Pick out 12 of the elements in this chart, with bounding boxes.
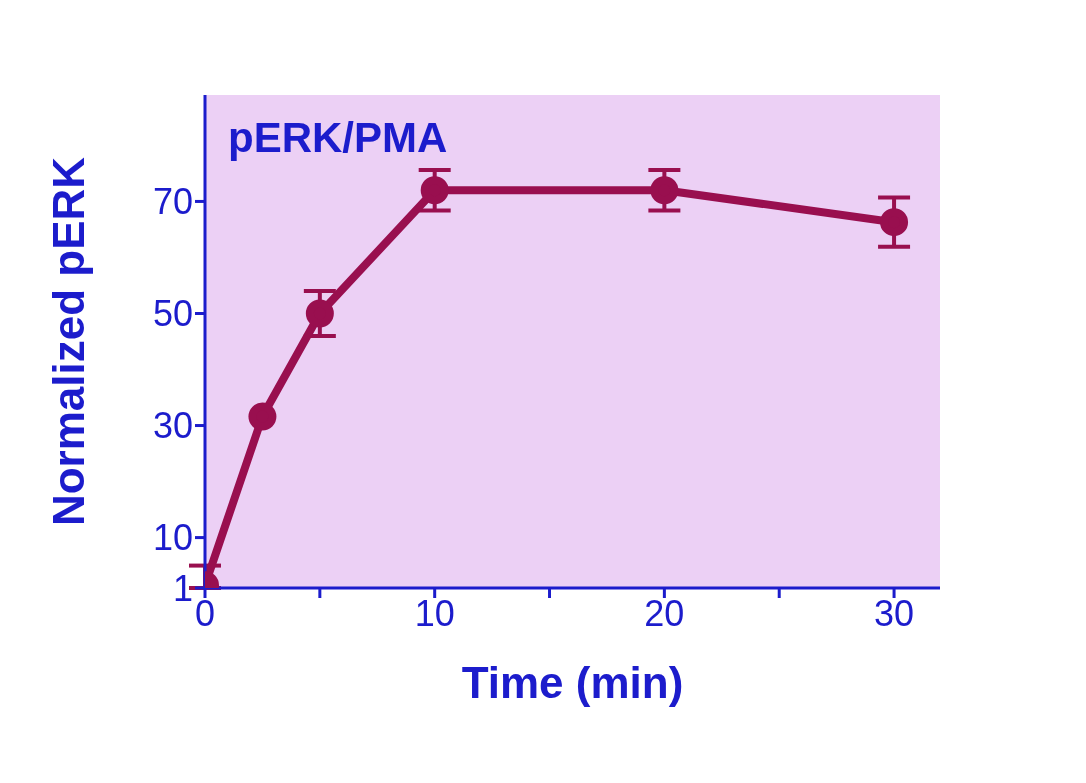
y-tick-label: 50 <box>152 293 193 335</box>
y-tick-label: 70 <box>152 181 193 223</box>
y-axis-title: Normalized pERK <box>43 156 93 527</box>
y-tick-label: 1 <box>172 567 193 609</box>
x-tick-label: 10 <box>414 592 455 634</box>
x-tick-label: 30 <box>874 592 915 634</box>
y-tick-label: 30 <box>152 405 193 447</box>
y-tick-label: 10 <box>152 517 193 559</box>
x-tick-label: 0 <box>194 592 216 634</box>
text: pERK/PMA <box>228 114 448 162</box>
x-tick-label: 20 <box>644 592 685 634</box>
x-axis-title: Time (min) <box>461 658 684 707</box>
